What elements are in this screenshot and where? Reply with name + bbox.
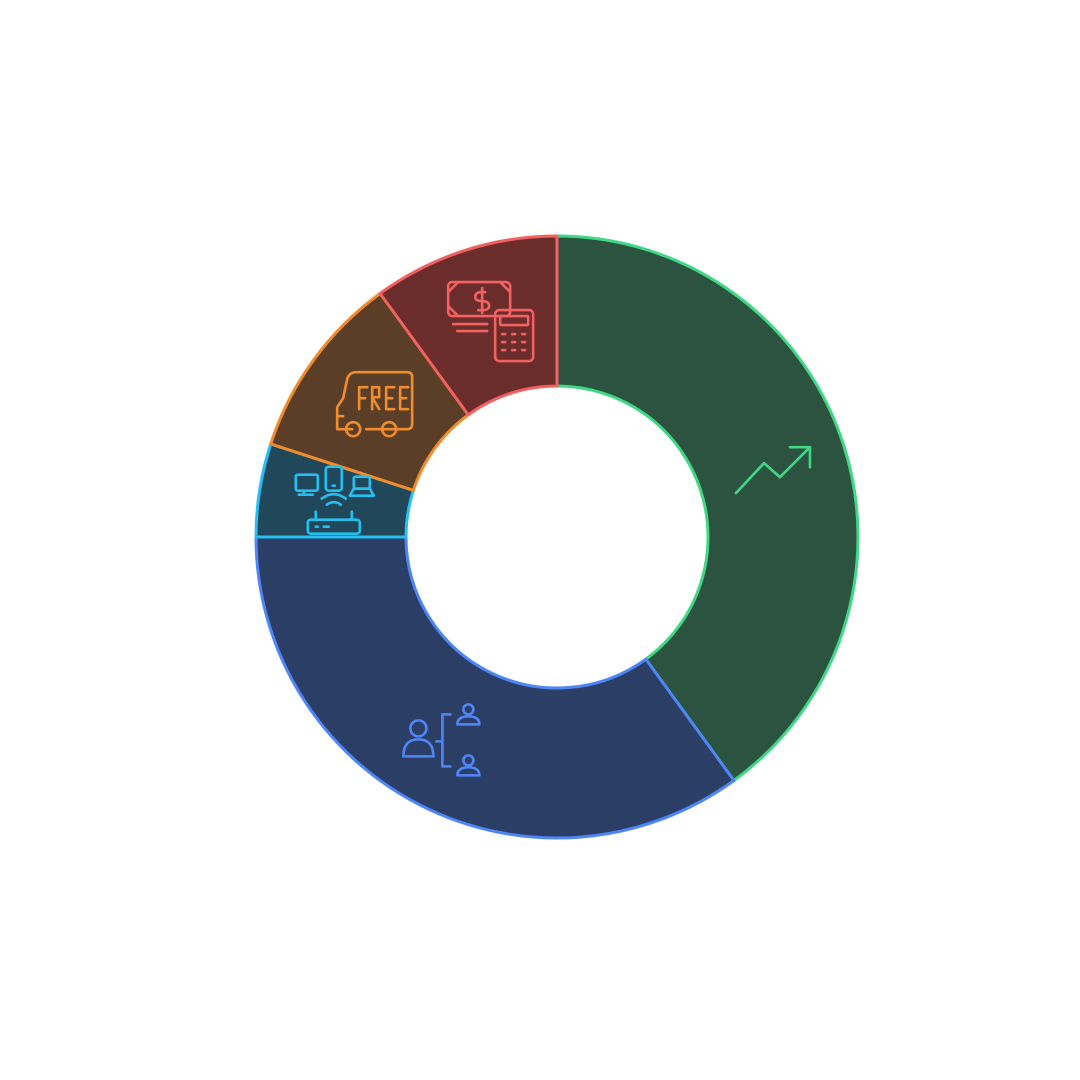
connected-devices-router-icon — [294, 465, 376, 535]
donut-slice-1 — [555, 234, 860, 783]
chart-icons — [294, 280, 812, 777]
donut-slice-5 — [378, 234, 559, 417]
chart-slices — [254, 234, 860, 840]
free-delivery-truck-icon — [335, 370, 414, 438]
donut-slice-2 — [254, 535, 736, 840]
user-hierarchy-icon — [402, 703, 481, 777]
cash-calculator-icon — [446, 280, 535, 363]
trending-up-icon — [734, 445, 812, 495]
